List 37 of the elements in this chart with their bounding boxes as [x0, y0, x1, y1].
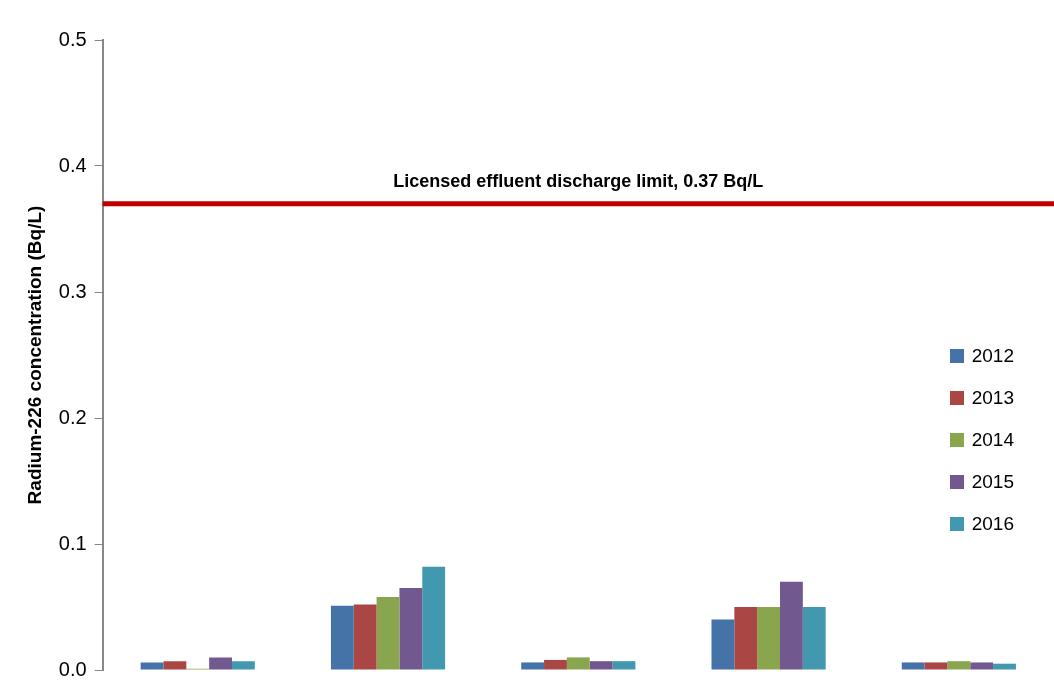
ref-line-label: Licensed effluent discharge limit, 0.37 Bq/L [393, 170, 764, 191]
bar [612, 661, 636, 670]
bar [780, 581, 803, 670]
bar [422, 566, 446, 670]
bar [901, 662, 925, 670]
bar [924, 662, 948, 670]
legend-label: 2015 [971, 471, 1014, 493]
bar [353, 604, 377, 670]
bar [140, 662, 164, 670]
legend-label: 2016 [971, 513, 1014, 535]
y-tick-label: 0.5 [58, 27, 87, 50]
legend-label: 2013 [971, 387, 1014, 409]
bar [970, 662, 994, 670]
bar [521, 662, 545, 670]
bar [231, 661, 255, 670]
bar [163, 661, 187, 670]
bar [947, 661, 971, 670]
y-tick-label: 0.3 [58, 279, 87, 302]
bar [376, 596, 400, 670]
bar [802, 607, 826, 670]
y-tick-label: 0.4 [58, 153, 87, 176]
y-axis-title: Radium-226 concentration (Bq/L) [23, 205, 45, 505]
legend-label: 2014 [971, 429, 1014, 451]
bar [544, 659, 567, 670]
bar [757, 607, 780, 670]
bar [589, 661, 613, 670]
bar [399, 588, 423, 670]
y-tick-label: 0.0 [58, 657, 87, 680]
bar [209, 657, 232, 670]
y-tick-label: 0.2 [58, 405, 87, 428]
bar [711, 619, 735, 670]
bar [993, 663, 1016, 670]
bar [330, 605, 354, 670]
bar [566, 657, 590, 670]
legend-label: 2012 [971, 345, 1014, 367]
bar [734, 607, 758, 670]
y-tick-label: 0.1 [58, 531, 87, 554]
